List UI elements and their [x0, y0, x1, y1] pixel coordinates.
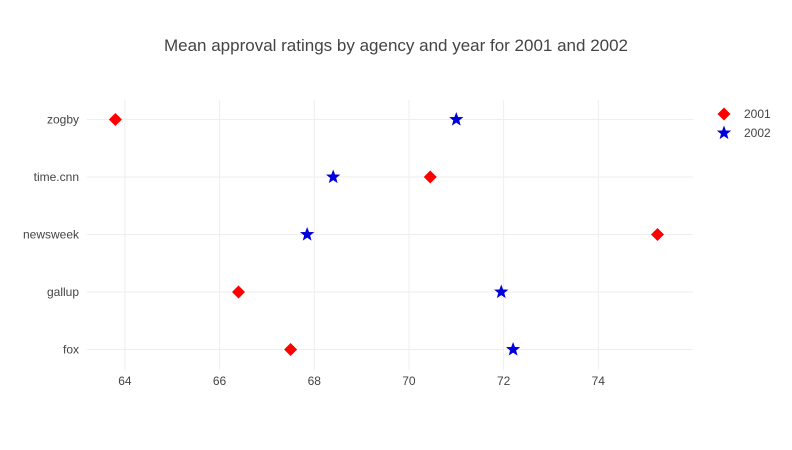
x-tick-label: 70: [402, 374, 416, 388]
y-tick-label: time.cnn: [34, 170, 79, 184]
grid-lines: [87, 100, 693, 370]
legend-item-2002[interactable]: 2002: [716, 125, 771, 141]
marker-2001-zogby: [108, 113, 122, 126]
x-tick-label: 72: [497, 374, 511, 388]
x-tick-label: 68: [308, 374, 322, 388]
marker-2002-newsweek: [300, 227, 315, 241]
chart-title: Mean approval ratings by agency and year…: [164, 36, 628, 55]
marker-2002-gallup: [494, 284, 509, 299]
y-tick-label: gallup: [47, 285, 79, 299]
marker-2001-time-cnn: [423, 170, 437, 184]
legend-marker-2002: [716, 125, 732, 140]
y-axis-ticks: fox gallup newsweek time.cnn zogby: [23, 113, 80, 357]
x-tick-label: 74: [592, 374, 606, 388]
legend-marker-2001: [717, 107, 731, 121]
data-markers: [108, 112, 664, 356]
y-tick-label: zogby: [47, 113, 79, 127]
marker-2001-newsweek: [650, 228, 664, 241]
legend-item-2001[interactable]: 2001: [717, 107, 772, 121]
legend[interactable]: 2001 2002: [716, 107, 772, 141]
x-tick-label: 66: [213, 374, 227, 388]
marker-2001-fox: [284, 343, 298, 356]
y-tick-label: newsweek: [23, 228, 80, 242]
x-axis-ticks: 64 66 68 70 72 74: [118, 374, 605, 388]
marker-2002-time-cnn: [326, 169, 341, 184]
marker-2001-gallup: [232, 285, 245, 299]
marker-2002-zogby: [449, 112, 464, 126]
y-tick-label: fox: [63, 343, 79, 357]
marker-2002-fox: [505, 342, 521, 356]
legend-label-2002: 2002: [744, 126, 771, 140]
legend-label-2001: 2001: [744, 107, 771, 121]
x-tick-label: 64: [118, 374, 132, 388]
